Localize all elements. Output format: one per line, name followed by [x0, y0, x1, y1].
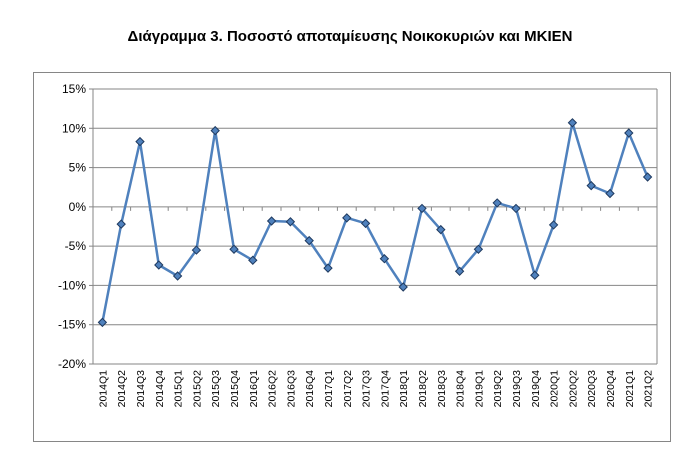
data-point	[605, 188, 615, 199]
data-point	[135, 136, 145, 147]
data-point	[304, 235, 314, 246]
x-tick-label: 2014Q3	[135, 370, 147, 408]
data-series	[97, 118, 653, 328]
x-tick-label: 2020Q1	[549, 370, 561, 408]
x-tick-label: 2021Q1	[624, 370, 636, 408]
y-tick-label: 5%	[69, 161, 87, 175]
data-point	[642, 172, 653, 182]
x-tick-label: 2019Q4	[530, 370, 542, 408]
data-point	[624, 128, 634, 138]
x-tick-label: 2017Q3	[361, 370, 373, 408]
data-point	[285, 217, 296, 227]
x-tick-label: 2020Q4	[605, 370, 617, 408]
data-point	[116, 219, 126, 229]
x-tick-label: 2015Q4	[229, 370, 241, 408]
y-tick-label: -10%	[58, 278, 86, 292]
data-point	[360, 218, 371, 229]
data-point	[154, 260, 164, 270]
data-point	[436, 224, 446, 235]
data-point	[473, 244, 484, 254]
data-point	[511, 203, 521, 214]
data-point	[172, 271, 183, 281]
chart-title: Διάγραμμα 3. Ποσοστό αποταμίευσης Νοικοκ…	[127, 28, 573, 45]
y-tick-label: -15%	[58, 318, 86, 332]
x-tick-label: 2019Q1	[473, 370, 485, 408]
x-tick-label: 2018Q2	[417, 370, 429, 408]
line-chart: 15%10%5%0%-5%-10%-15%-20% 2014Q1 2014Q2 20…	[58, 82, 658, 408]
x-tick-label: 2015Q1	[173, 370, 185, 408]
data-point	[379, 254, 390, 264]
x-tick-label: 2016Q1	[248, 370, 260, 408]
y-tick-label: 15%	[62, 82, 86, 96]
data-point	[248, 255, 258, 265]
x-tick-label: 2016Q4	[304, 370, 316, 408]
x-tick-label: 2014Q2	[116, 370, 128, 408]
data-point	[210, 125, 220, 136]
data-point	[398, 282, 408, 292]
x-tick-label: 2017Q2	[342, 370, 354, 408]
x-tick-label: 2020Q2	[567, 370, 579, 408]
x-tick-label: 2019Q3	[511, 370, 523, 408]
y-tick-label: -5%	[65, 239, 87, 253]
data-point	[266, 216, 277, 226]
x-tick-label: 2014Q1	[97, 370, 109, 408]
x-tick-label: 2014Q4	[154, 370, 166, 408]
x-tick-label: 2017Q1	[323, 370, 335, 408]
x-tick-label: 2020Q3	[586, 370, 598, 408]
x-tick-label: 2021Q2	[643, 370, 655, 408]
x-tick-label: 2018Q4	[455, 370, 467, 408]
data-point	[548, 220, 559, 230]
data-point	[97, 317, 108, 328]
data-point	[229, 244, 239, 254]
x-tick-labels: 2014Q1 2014Q2 2014Q3 2014Q4 2015Q1 2015Q2 2015…	[97, 370, 654, 408]
chart-frame: 15% 10% 5% 0% -5% -10% -15% -20% 2014Q1 2014Q2 20…	[33, 72, 671, 442]
data-point	[454, 266, 465, 276]
data-point	[530, 270, 540, 280]
data-point	[567, 118, 578, 128]
series-line	[101, 121, 649, 323]
x-tick-label: 2018Q3	[436, 370, 448, 408]
x-tick-label: 2016Q3	[285, 370, 297, 408]
y-tick-label: 0%	[69, 200, 87, 214]
x-tick-label: 2016Q2	[267, 370, 279, 408]
data-point	[191, 245, 202, 255]
data-point	[323, 263, 333, 273]
data-point	[417, 203, 427, 214]
x-tick-label: 2019Q2	[492, 370, 504, 408]
x-tick-label: 2017Q4	[379, 370, 391, 408]
data-point	[342, 213, 352, 223]
x-tick-label: 2018Q1	[398, 370, 410, 408]
data-point	[492, 198, 502, 208]
grid-lines	[93, 88, 657, 365]
x-tick-label: 2015Q3	[210, 370, 222, 408]
data-point	[586, 180, 596, 191]
y-tick-label: 10%	[62, 121, 86, 135]
x-tick-label: 2015Q2	[191, 370, 203, 408]
y-tick-labels: 15% 10% 5% 0% -5% -10% -15% -20%	[58, 82, 86, 371]
y-tick-label: -20%	[58, 357, 86, 371]
